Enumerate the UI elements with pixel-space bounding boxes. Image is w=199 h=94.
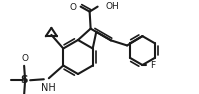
Text: O: O	[70, 3, 77, 12]
Text: S: S	[21, 75, 28, 85]
Text: O: O	[22, 54, 29, 63]
Text: NH: NH	[41, 83, 56, 93]
Text: F: F	[150, 61, 156, 70]
Text: OH: OH	[106, 2, 119, 11]
